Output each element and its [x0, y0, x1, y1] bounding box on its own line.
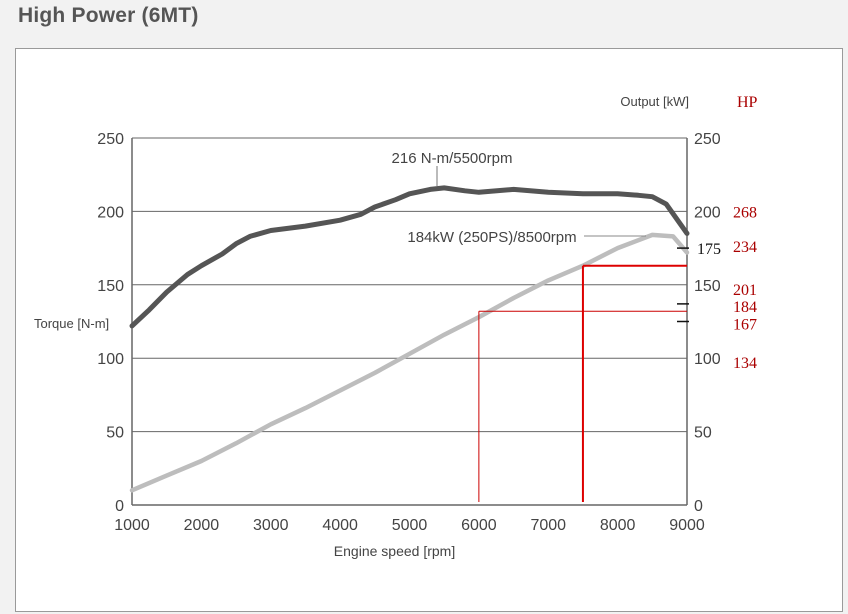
x-tick-7000: 7000: [530, 517, 566, 534]
marker-layer: [478, 264, 687, 502]
page-title: High Power (6MT): [18, 4, 199, 27]
y-right-tick-200: 200: [694, 204, 721, 221]
x-tick-9000: 9000: [669, 517, 705, 534]
hp-unit-label: HP: [737, 94, 758, 111]
y-left-tick-100: 100: [97, 351, 124, 368]
x-tick-5000: 5000: [392, 517, 428, 534]
y-left-tick-0: 0: [115, 498, 124, 515]
y-right-axis-label: Output [kW]: [620, 94, 689, 109]
hp-label-134: 134: [733, 355, 757, 372]
chart-frame: [15, 48, 843, 612]
y-left-tick-50: 50: [106, 425, 124, 442]
series-line-torque: [129, 185, 690, 329]
hp-label-184: 184: [733, 299, 757, 316]
x-axis-label: Engine speed [rpm]: [334, 543, 455, 559]
hp-label-268: 268: [733, 204, 757, 221]
x-tick-2000: 2000: [184, 517, 220, 534]
y-left-tick-150: 150: [97, 278, 124, 295]
annotation-layer: 216 N-m/5500rpm 184kW (250PS)/8500rpm 175 H…: [392, 94, 758, 372]
axis-layer: 0 50 100 150 200 250 0 50 100 150 200 250 1000 2000 30…: [34, 94, 721, 559]
x-tick-1000: 1000: [114, 517, 150, 534]
hp-label-234: 234: [733, 239, 757, 256]
y-right-tick-100: 100: [694, 351, 721, 368]
y-right-tick-150: 150: [694, 278, 721, 295]
y-left-axis-label: Torque [N-m]: [34, 316, 109, 331]
y-right-tick-50: 50: [694, 425, 712, 442]
x-tick-6000: 6000: [461, 517, 497, 534]
y-left-tick-200: 200: [97, 204, 124, 221]
y-left-tick-250: 250: [97, 131, 124, 148]
series-layer: [129, 185, 690, 493]
extra-tick-label-175: 175: [697, 241, 721, 258]
x-tick-8000: 8000: [600, 517, 636, 534]
hp-label-167: 167: [733, 317, 757, 334]
y-right-tick-250: 250: [694, 131, 721, 148]
series-line-output: [129, 232, 690, 493]
x-tick-4000: 4000: [322, 517, 358, 534]
hp-label-201: 201: [733, 282, 757, 299]
power-peak-label: 184kW (250PS)/8500rpm: [407, 229, 576, 246]
y-right-tick-0: 0: [694, 498, 703, 515]
torque-peak-label: 216 N-m/5500rpm: [392, 150, 513, 167]
x-tick-3000: 3000: [253, 517, 289, 534]
